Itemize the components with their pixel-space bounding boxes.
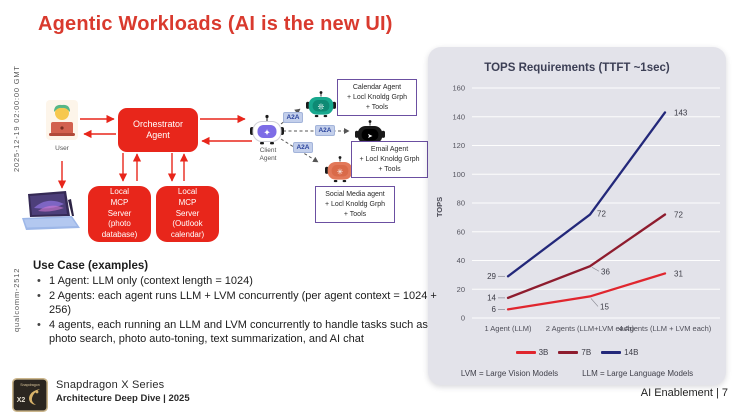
use-case-bullet-1: 1 Agent: LLM only (context length = 1024… bbox=[33, 274, 441, 288]
email-agent-robot: ➤ bbox=[355, 120, 385, 147]
chart-legend: 3B 7B 14B bbox=[428, 348, 726, 357]
mcp-server-photo-box: Local MCP Server (photo database) bbox=[88, 186, 151, 242]
svg-text:X2: X2 bbox=[17, 397, 26, 404]
legend-swatch bbox=[601, 351, 622, 354]
mcp-server-outlook-box: Local MCP Server (Outlook calendar) bbox=[156, 186, 219, 242]
legend-swatch bbox=[515, 351, 536, 354]
svg-text:160: 160 bbox=[452, 84, 465, 93]
svg-text:0: 0 bbox=[461, 314, 465, 323]
use-case-bullet-2: 2 Agents: each agent runs LLM + LVM conc… bbox=[33, 289, 441, 317]
svg-text:36: 36 bbox=[601, 267, 610, 276]
snapdragon-logo: Snapdragon X2 bbox=[12, 378, 48, 412]
svg-text:14: 14 bbox=[487, 293, 496, 302]
social-media-agent-infobox: Social Media agent + Locl Knoldg Grph + … bbox=[315, 186, 395, 224]
watermark-id: qualcomm-2512 bbox=[12, 267, 21, 332]
brand-line-1: Snapdragon X Series bbox=[56, 379, 165, 391]
calendar-agent-robot: ❊ bbox=[306, 91, 336, 118]
client-agent-label: Client Agent bbox=[259, 147, 277, 163]
calendar-agent-infobox: Calendar Agent + Locl Knoldg Grph + Tool… bbox=[337, 79, 417, 117]
chart-note: LLM = Large Language Models bbox=[582, 369, 694, 378]
red-arrows bbox=[57, 114, 252, 189]
email-agent-infobox: Email Agent + Locl Knoldg Grph + Tools bbox=[351, 141, 428, 179]
legend-item: 3B bbox=[515, 348, 549, 357]
legend-label: 14B bbox=[624, 348, 639, 357]
svg-text:31: 31 bbox=[674, 269, 683, 278]
footer-page-label: AI Enablement | 7 bbox=[640, 387, 728, 399]
a2a-chip-calendar: A2A bbox=[283, 112, 303, 123]
a2a-chip-email: A2A bbox=[315, 125, 335, 136]
client-agent-robot: ✦ bbox=[250, 114, 284, 145]
legend-swatch bbox=[558, 351, 579, 354]
svg-text:40: 40 bbox=[457, 256, 465, 265]
svg-text:120: 120 bbox=[452, 141, 465, 150]
svg-text:72: 72 bbox=[674, 211, 683, 220]
footer-brand: Snapdragon X Series Architecture Deep Di… bbox=[56, 379, 190, 404]
user-label: User bbox=[55, 145, 69, 152]
svg-text:15: 15 bbox=[600, 302, 609, 311]
orchestrator-agent-box: Orchestrator Agent bbox=[118, 108, 198, 152]
use-case-list: 1 Agent: LLM only (context length = 1024… bbox=[33, 274, 441, 346]
social-media-agent-robot: ✳ bbox=[325, 156, 355, 183]
svg-text:29: 29 bbox=[487, 272, 496, 281]
svg-text:60: 60 bbox=[457, 227, 465, 236]
snowflake-icon: ❊ bbox=[318, 102, 325, 111]
send-icon: ➤ bbox=[367, 133, 373, 140]
tops-chart-panel: TOPS Requirements (TTFT ~1sec) 0 20 40 60 80… bbox=[428, 47, 726, 385]
asterisk-icon: ✳ bbox=[337, 167, 344, 176]
page-title: Agentic Workloads (AI is the new UI) bbox=[38, 13, 393, 35]
use-case-title: Use Case (examples) bbox=[33, 260, 149, 272]
svg-text:Snapdragon: Snapdragon bbox=[20, 383, 40, 387]
svg-text:140: 140 bbox=[452, 112, 465, 121]
sparkle-icon: ✦ bbox=[263, 128, 271, 138]
svg-text:80: 80 bbox=[457, 199, 465, 208]
brand-line-2: Architecture Deep Dive | 2025 bbox=[56, 393, 190, 404]
svg-text:TOPS: TOPS bbox=[435, 197, 444, 217]
chart-title: TOPS Requirements (TTFT ~1sec) bbox=[484, 62, 670, 74]
user-figure: User bbox=[46, 100, 78, 153]
chart-note: LVM = Large Vision Models bbox=[460, 369, 559, 378]
legend-label: 7B bbox=[581, 348, 592, 357]
chart-notes: LVM = Large Vision Models LLM = Large Lan… bbox=[428, 369, 726, 378]
a2a-chip-social: A2A bbox=[293, 142, 313, 153]
legend-item: 7B bbox=[558, 348, 591, 357]
user-icon bbox=[46, 100, 78, 140]
svg-text:72: 72 bbox=[597, 210, 606, 219]
svg-text:143: 143 bbox=[674, 108, 688, 117]
svg-text:100: 100 bbox=[452, 170, 465, 179]
legend-item: 14B bbox=[601, 348, 638, 357]
svg-text:20: 20 bbox=[457, 285, 465, 294]
use-case-bullet-3: 4 agents, each running an LLM and LVM co… bbox=[33, 318, 441, 346]
laptop-image bbox=[22, 191, 80, 230]
use-case-block: Use Case (examples) 1 Agent: LLM only (c… bbox=[33, 260, 441, 347]
legend-label: 3B bbox=[538, 348, 549, 357]
tops-chart-svg: 0 20 40 60 80 100 120 140 160 TOPS 6 15 31 14 36 72 29 72… bbox=[435, 84, 720, 323]
svg-text:6: 6 bbox=[492, 305, 497, 314]
